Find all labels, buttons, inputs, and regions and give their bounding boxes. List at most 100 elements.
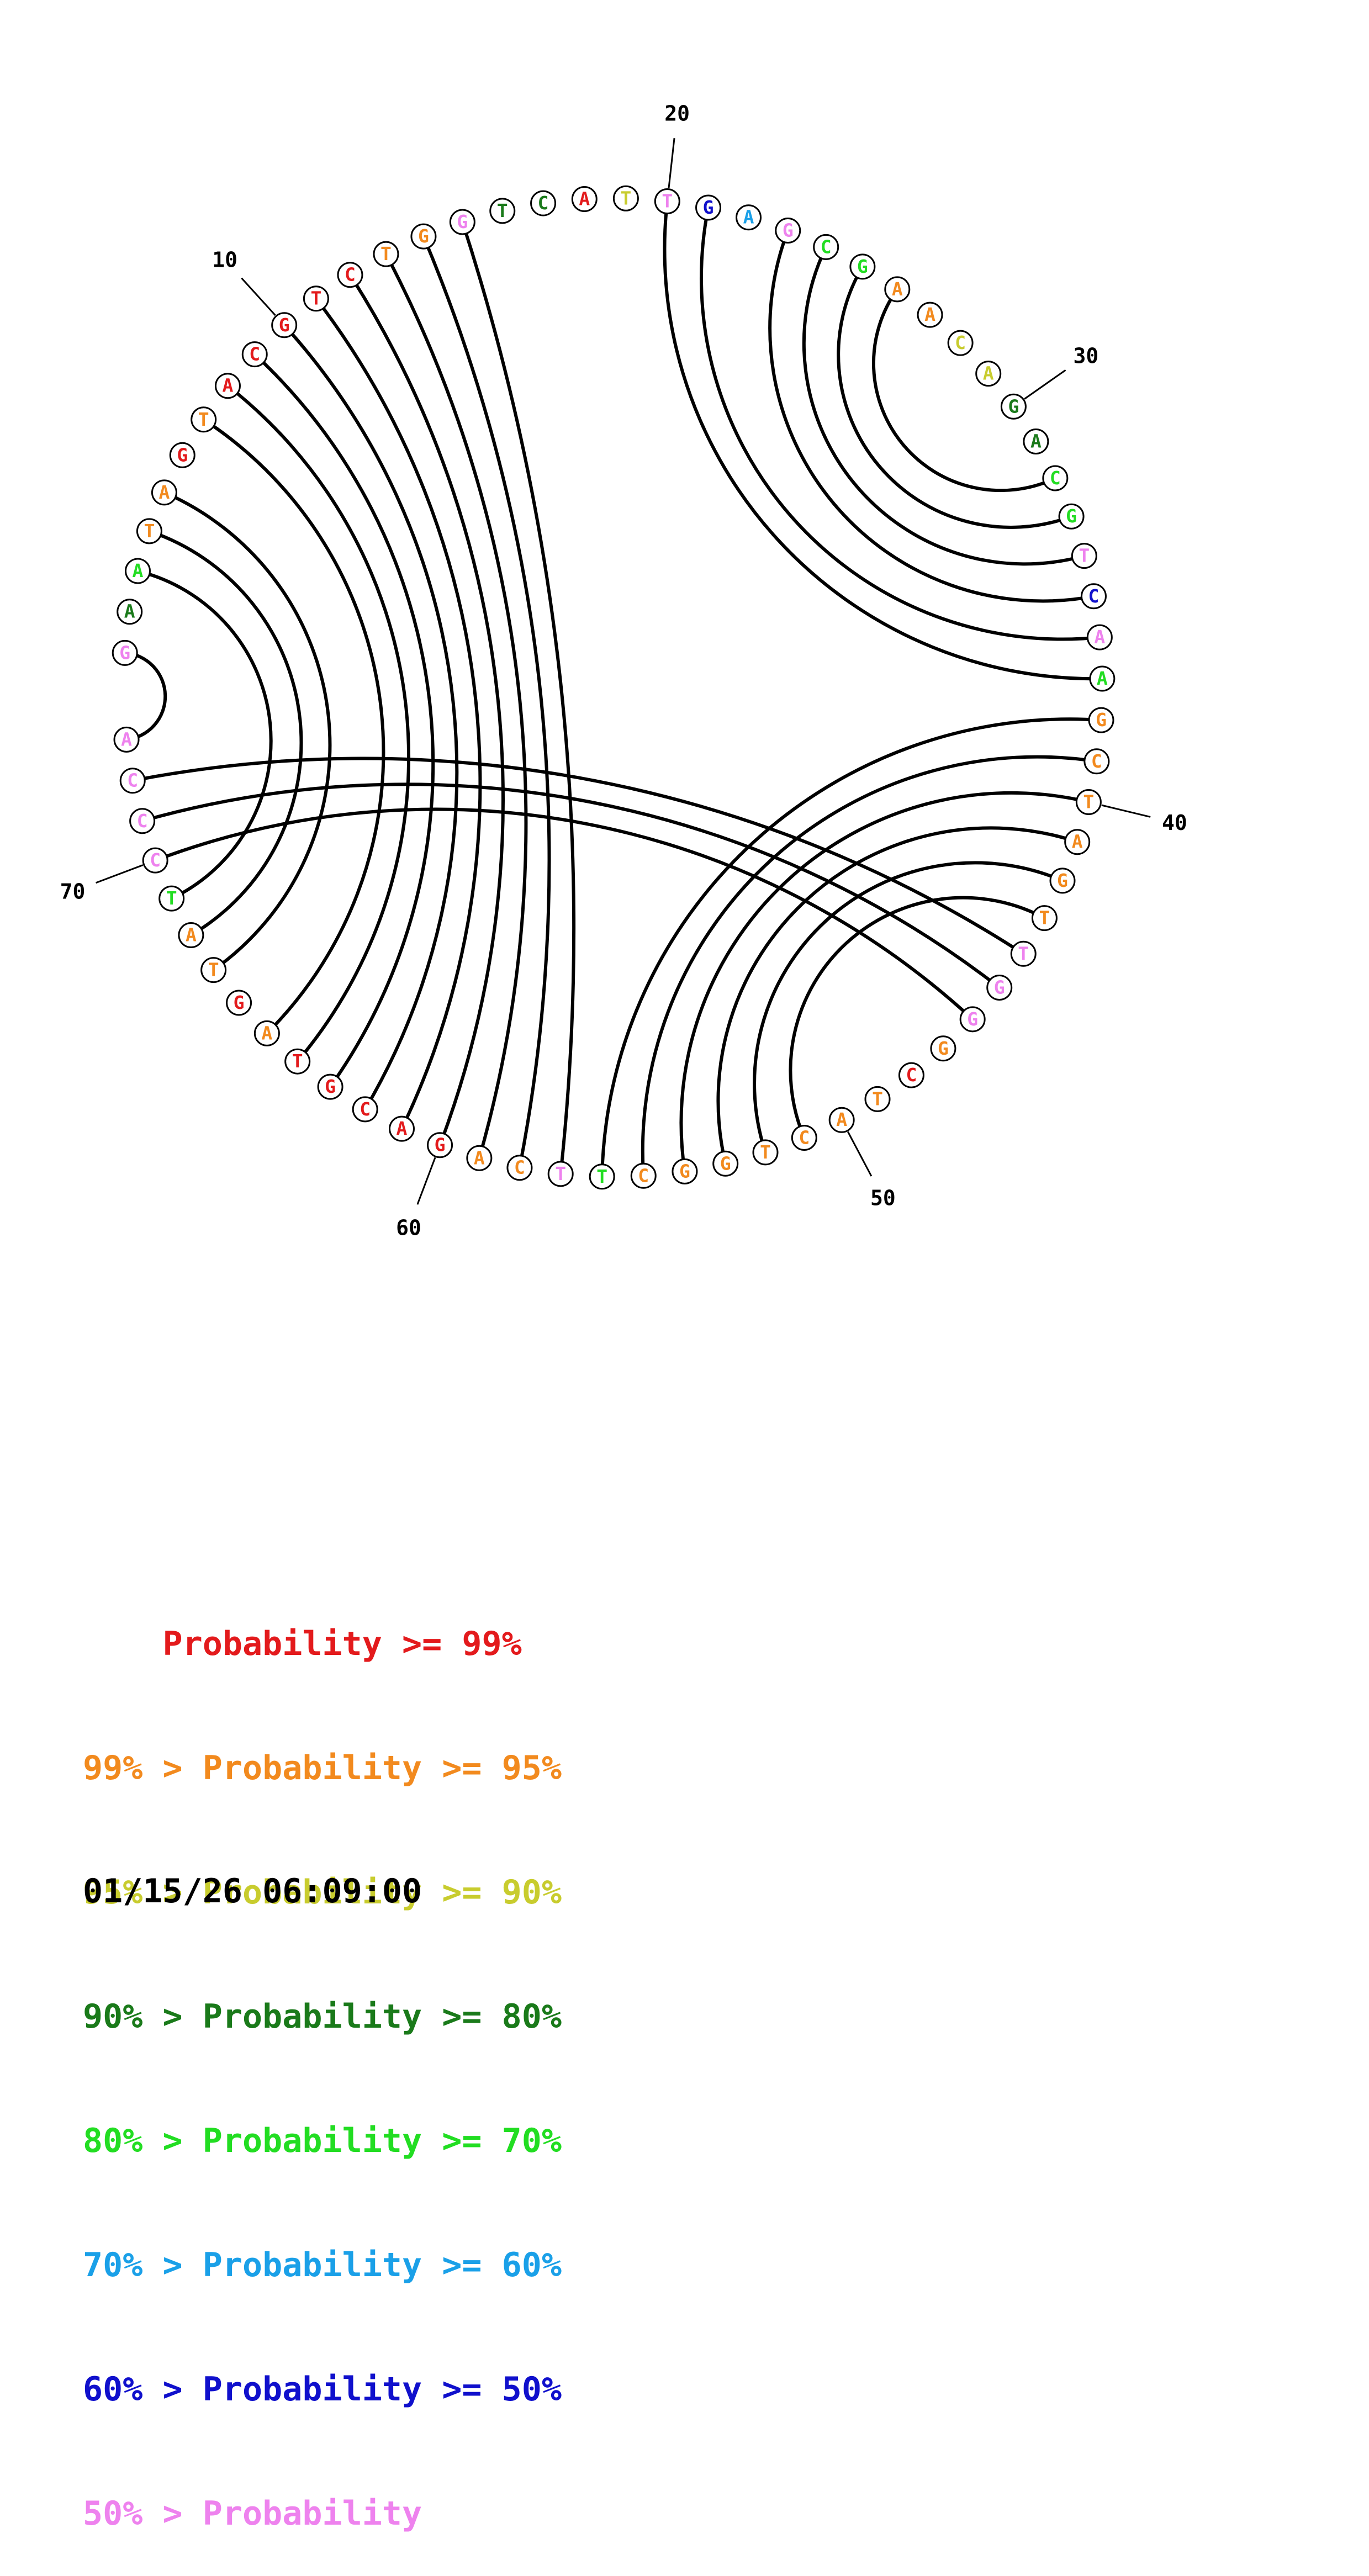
nucleotide: G <box>427 1132 453 1159</box>
nucleotide-circle <box>191 406 217 433</box>
nucleotide-circle <box>884 276 911 303</box>
nucleotide-circle <box>214 373 241 399</box>
nucleotide: G <box>695 194 722 221</box>
nucleotide-letter: T <box>1083 791 1094 813</box>
nucleotide-letter: G <box>1096 709 1107 731</box>
probability-legend: Probability >= 99% 99% > Probability >= … <box>83 1541 562 2576</box>
nucleotide: A <box>1089 665 1116 692</box>
nucleotide: C <box>506 1155 533 1181</box>
nucleotide-letter: G <box>1008 395 1019 417</box>
nucleotide-circle <box>466 1145 493 1171</box>
pair-arc <box>124 651 167 742</box>
pair-arc <box>163 491 332 972</box>
nucleotide: G <box>1058 503 1085 530</box>
nucleotide: A <box>466 1145 493 1171</box>
nucleotide: A <box>1064 829 1091 855</box>
nucleotide-circle <box>1086 624 1113 650</box>
nucleotide-letter: T <box>662 190 673 211</box>
nucleotide: G <box>672 1158 698 1184</box>
pair-arc <box>699 207 1100 641</box>
nucleotide: C <box>947 330 974 356</box>
tick-line <box>1024 369 1066 400</box>
nucleotide: A <box>151 479 177 506</box>
nucleotide-letter: C <box>906 1064 917 1086</box>
legend-row: 50% > Probability <box>83 2494 422 2533</box>
nucleotide: G <box>1049 868 1076 894</box>
tick-line <box>1101 804 1151 818</box>
nucleotide: C <box>1083 748 1110 775</box>
pair-arc <box>226 384 411 1063</box>
nucleotide-circle <box>1083 748 1110 775</box>
nucleotide-circle <box>975 361 1002 387</box>
nucleotide-letter: C <box>821 236 832 257</box>
nucleotide-circle <box>1088 707 1114 733</box>
tick-label: 30 <box>1074 343 1099 368</box>
nucleotide-circle <box>1000 393 1027 420</box>
tick-line <box>847 1131 873 1177</box>
pair-arc <box>837 266 1072 529</box>
pair-arc <box>871 288 1056 493</box>
nucleotide-circle <box>1023 429 1049 455</box>
pair-arc <box>141 782 1001 989</box>
nucleotide-circle <box>271 312 298 338</box>
nucleotide: A <box>736 204 762 231</box>
nucleotide-letter: C <box>638 1165 649 1186</box>
nucleotide-letter: T <box>166 887 177 909</box>
nucleotide: T <box>158 885 185 912</box>
nucleotide: A <box>884 276 911 303</box>
pair-arc <box>461 221 576 1175</box>
nucleotide-letter: G <box>783 220 794 241</box>
nucleotide-circle <box>284 1048 311 1075</box>
nucleotide-circle <box>547 1161 574 1187</box>
nucleotide-circle <box>898 1062 924 1088</box>
nucleotide: A <box>1086 624 1113 650</box>
nucleotide-circle <box>1042 465 1069 491</box>
nucleotide-letter: G <box>679 1160 690 1182</box>
nucleotide: G <box>930 1035 956 1062</box>
nucleotide-circle <box>1080 583 1107 610</box>
nucleotide-letter: C <box>538 192 549 214</box>
nucleotide-letter: A <box>121 728 132 750</box>
nucleotide: T <box>489 198 516 224</box>
nucleotide-letter: A <box>924 304 935 325</box>
nucleotide-letter: A <box>1097 668 1108 689</box>
nucleotide: T <box>136 518 162 544</box>
nucleotide-letter: C <box>1091 750 1102 772</box>
nucleotide: C <box>813 234 839 260</box>
pair-arc <box>283 324 459 1110</box>
nucleotide: A <box>214 373 241 399</box>
nucleotide-letter: A <box>1094 626 1105 648</box>
nucleotide-letter: A <box>579 188 590 210</box>
position-ticks: 10 20 30 40 50 60 70 <box>60 101 1187 1240</box>
nucleotide: C <box>1042 465 1069 491</box>
nucleotide-circle <box>864 1086 891 1112</box>
nucleotide: G <box>959 1006 986 1033</box>
nucleotide: C <box>241 341 268 368</box>
nucleotide-letter: T <box>380 243 392 265</box>
nucleotide: G <box>712 1150 739 1177</box>
nucleotide: A <box>124 558 151 584</box>
nucleotide: A <box>113 726 140 753</box>
tick-label: 20 <box>664 101 690 125</box>
nucleotide-circle <box>506 1155 533 1181</box>
nucleotide: G <box>317 1073 343 1100</box>
nucleotide-circle <box>1049 868 1076 894</box>
nucleotide-circle <box>449 209 475 235</box>
nucleotide-circle <box>124 558 151 584</box>
legend-row: Probability >= 99% <box>162 1625 522 1663</box>
nucleotide-circle <box>241 341 268 368</box>
nucleotide: C <box>630 1162 657 1189</box>
timestamp: 01/15/26 06:09:00 <box>83 1872 422 1911</box>
nucleotide-circle <box>589 1163 615 1190</box>
nucleotide-circle <box>129 808 156 834</box>
nucleotide: G <box>775 218 801 244</box>
tick-label: 70 <box>60 880 86 904</box>
legend-row: 95% > Probability >= 90% <box>83 1873 562 1912</box>
nucleotide-circle <box>530 190 557 216</box>
nucleotide-letter: A <box>1072 831 1083 853</box>
nucleotide: G <box>226 990 252 1016</box>
nucleotide-letter: G <box>234 992 245 1013</box>
nucleotide: C <box>1080 583 1107 610</box>
nucleotide-letter: G <box>703 197 714 218</box>
